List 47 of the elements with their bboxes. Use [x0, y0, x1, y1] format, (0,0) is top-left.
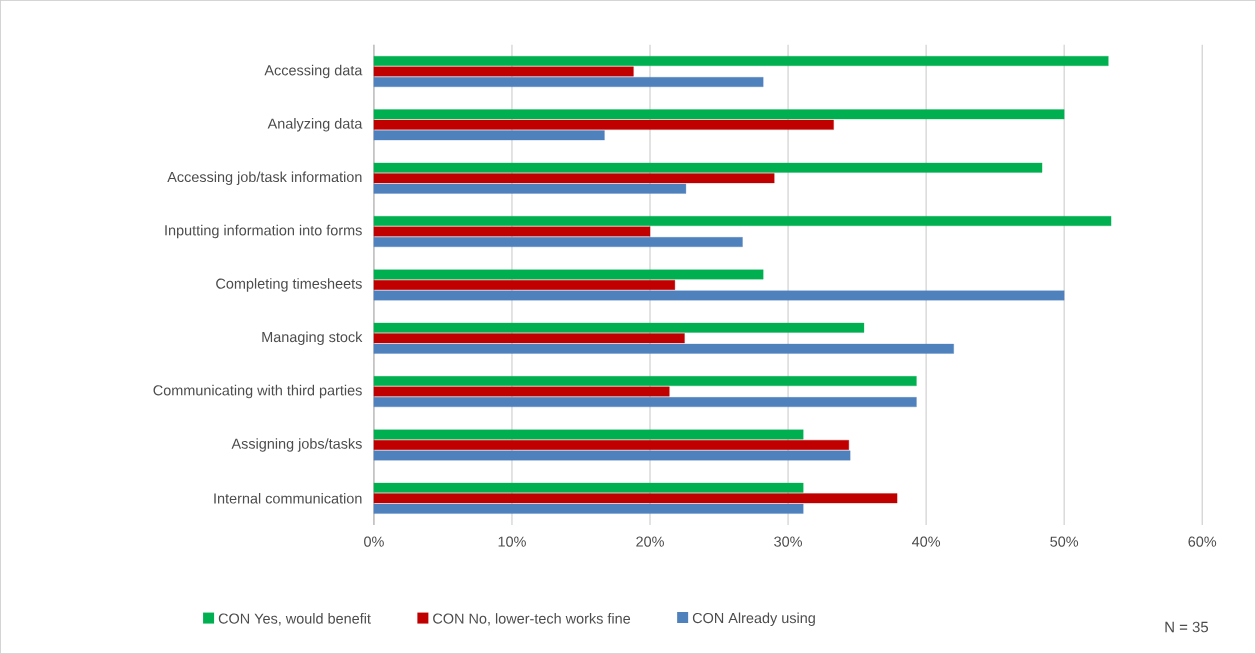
x-tick-label: 0%: [364, 536, 384, 547]
bar: [373, 216, 1112, 227]
bar: [373, 386, 670, 397]
bar: [373, 226, 651, 237]
x-tick-label: 30%: [774, 536, 803, 547]
y-tick-label: Inputting information into forms: [165, 224, 362, 239]
bar: [373, 440, 849, 450]
y-tick-label: Completing timesheets: [216, 278, 362, 292]
y-tick-label: Assigning jobs/tasks: [231, 438, 362, 452]
bar: [373, 162, 1043, 173]
bar: [373, 130, 605, 141]
legend-label: CON Already using: [692, 612, 815, 627]
x-tick-label: 60%: [1188, 536, 1217, 547]
bar: [373, 504, 804, 514]
y-tick-label: Communicating with third parties: [153, 384, 362, 399]
bar: [373, 493, 898, 504]
bar: [373, 333, 685, 344]
text: N = 35: [1165, 621, 1209, 633]
bar: [373, 66, 634, 77]
x-tick-label: 50%: [1050, 536, 1079, 547]
x-tick-label: 20%: [636, 536, 664, 547]
legend-label: CON No, lower-tech works fine: [433, 613, 631, 626]
bar: [373, 376, 917, 387]
bar: [373, 397, 917, 408]
y-tick-label: Accessing data: [264, 64, 363, 79]
y-tick-label: Accessing job/task information: [167, 171, 362, 186]
bar: [373, 450, 851, 461]
y-tick-label: Internal communication: [214, 493, 362, 504]
x-tick-label: 10%: [498, 536, 526, 547]
bar: [373, 429, 804, 440]
y-tick-label: Managing stock: [262, 331, 363, 346]
bar: [373, 482, 804, 493]
bar: [373, 183, 687, 194]
x-tick-label: 40%: [911, 536, 941, 547]
bar: [373, 120, 834, 130]
bar: [373, 280, 676, 290]
y-tick-label: Analyzing data: [267, 118, 363, 132]
bar: [373, 56, 1109, 66]
bar: [373, 109, 1065, 120]
bar: [373, 173, 775, 184]
bar: [373, 77, 764, 87]
bar: [373, 237, 743, 248]
bar: [373, 343, 954, 354]
legend-label: CON Yes, would benefit: [218, 613, 371, 626]
bar: [373, 269, 764, 280]
bar: [373, 322, 865, 333]
bar: [373, 290, 1065, 301]
